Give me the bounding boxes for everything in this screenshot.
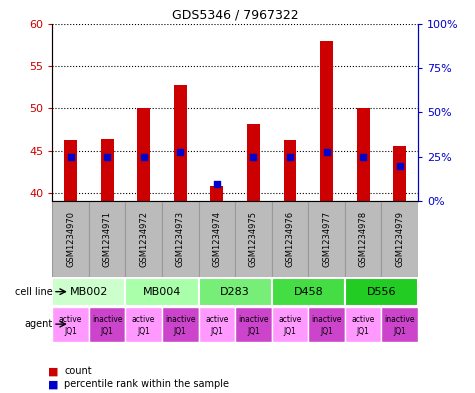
Text: ■: ■ xyxy=(48,379,58,389)
Bar xyxy=(345,277,418,306)
Text: GSM1234975: GSM1234975 xyxy=(249,211,258,267)
Text: active: active xyxy=(59,315,82,324)
Bar xyxy=(235,307,272,342)
Point xyxy=(66,154,74,160)
Text: MB004: MB004 xyxy=(143,286,181,297)
Bar xyxy=(89,202,125,277)
Text: JQ1: JQ1 xyxy=(137,327,150,336)
Point xyxy=(323,149,331,155)
Text: cell line: cell line xyxy=(15,286,53,297)
Text: JQ1: JQ1 xyxy=(357,327,370,336)
Text: active: active xyxy=(132,315,155,324)
Bar xyxy=(137,108,150,202)
Bar xyxy=(64,140,77,202)
Point xyxy=(286,154,294,160)
Bar xyxy=(101,139,114,202)
Text: GSM1234977: GSM1234977 xyxy=(322,211,331,267)
Point xyxy=(176,149,184,155)
Text: D283: D283 xyxy=(220,286,250,297)
Text: D458: D458 xyxy=(294,286,323,297)
Bar xyxy=(162,307,199,342)
Text: inactive: inactive xyxy=(311,315,342,324)
Bar xyxy=(199,307,235,342)
Bar xyxy=(52,307,89,342)
Point xyxy=(360,154,367,160)
Bar xyxy=(284,140,296,202)
Text: active: active xyxy=(205,315,228,324)
Bar xyxy=(381,202,418,277)
Title: GDS5346 / 7967322: GDS5346 / 7967322 xyxy=(172,8,298,21)
Point xyxy=(396,163,403,169)
Text: GSM1234972: GSM1234972 xyxy=(139,211,148,267)
Point xyxy=(140,154,147,160)
Text: percentile rank within the sample: percentile rank within the sample xyxy=(64,379,229,389)
Text: JQ1: JQ1 xyxy=(284,327,296,336)
Bar xyxy=(52,277,125,306)
Text: JQ1: JQ1 xyxy=(174,327,187,336)
Bar xyxy=(393,146,406,202)
Text: active: active xyxy=(352,315,375,324)
Bar xyxy=(308,202,345,277)
Text: JQ1: JQ1 xyxy=(64,327,77,336)
Bar xyxy=(381,307,418,342)
Point xyxy=(213,180,220,187)
Text: GSM1234976: GSM1234976 xyxy=(285,211,294,267)
Bar xyxy=(174,84,187,202)
Point xyxy=(103,154,111,160)
Text: inactive: inactive xyxy=(238,315,269,324)
Bar xyxy=(89,307,125,342)
Bar xyxy=(199,202,235,277)
Text: inactive: inactive xyxy=(384,315,415,324)
Point xyxy=(250,154,257,160)
Text: active: active xyxy=(278,315,302,324)
Bar xyxy=(125,307,162,342)
Text: inactive: inactive xyxy=(92,315,123,324)
Bar xyxy=(52,202,89,277)
Bar xyxy=(125,277,199,306)
Bar xyxy=(357,108,370,202)
Bar xyxy=(162,202,199,277)
Text: JQ1: JQ1 xyxy=(320,327,333,336)
Bar xyxy=(308,307,345,342)
Bar xyxy=(345,307,381,342)
Text: GSM1234971: GSM1234971 xyxy=(103,211,112,267)
Text: GSM1234978: GSM1234978 xyxy=(359,211,368,267)
Bar xyxy=(272,202,308,277)
Bar xyxy=(247,123,260,202)
Text: count: count xyxy=(64,366,92,376)
Bar xyxy=(272,277,345,306)
Bar xyxy=(235,202,272,277)
Text: agent: agent xyxy=(25,319,53,329)
Text: MB002: MB002 xyxy=(70,286,108,297)
Text: ■: ■ xyxy=(48,366,58,376)
Bar xyxy=(272,307,308,342)
Bar xyxy=(320,40,333,202)
Text: JQ1: JQ1 xyxy=(210,327,223,336)
Text: GSM1234974: GSM1234974 xyxy=(212,211,221,267)
Text: JQ1: JQ1 xyxy=(247,327,260,336)
Text: JQ1: JQ1 xyxy=(393,327,406,336)
Bar xyxy=(210,186,223,202)
Text: JQ1: JQ1 xyxy=(101,327,114,336)
Text: GSM1234979: GSM1234979 xyxy=(395,211,404,267)
Text: D556: D556 xyxy=(367,286,396,297)
Text: inactive: inactive xyxy=(165,315,196,324)
Bar xyxy=(345,202,381,277)
Bar xyxy=(199,277,272,306)
Text: GSM1234973: GSM1234973 xyxy=(176,211,185,267)
Bar xyxy=(125,202,162,277)
Text: GSM1234970: GSM1234970 xyxy=(66,211,75,267)
